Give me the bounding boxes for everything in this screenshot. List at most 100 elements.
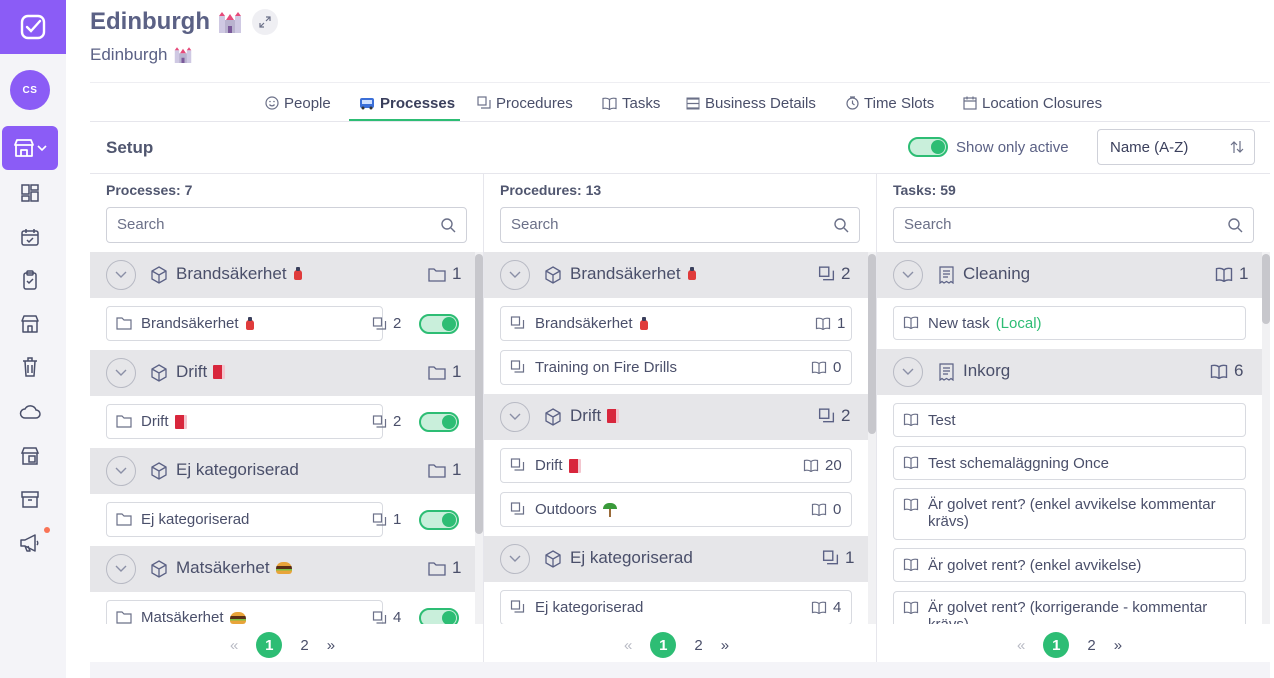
procedures-search-input[interactable]: Search bbox=[500, 207, 860, 243]
collapse-chevron-icon[interactable] bbox=[893, 260, 923, 290]
pager-next[interactable]: » bbox=[720, 636, 730, 654]
process-active-toggle[interactable] bbox=[419, 412, 459, 432]
procedure-item[interactable]: Ej kategoriserad 4 bbox=[500, 590, 852, 624]
process-group[interactable]: Ej kategoriserad 1 bbox=[90, 448, 475, 494]
process-active-toggle[interactable] bbox=[419, 314, 459, 334]
dashboard-icon[interactable] bbox=[18, 181, 42, 205]
book-icon bbox=[815, 317, 831, 330]
procedure-item[interactable]: Training on Fire Drills 0 bbox=[500, 350, 852, 385]
collapse-chevron-icon[interactable] bbox=[106, 456, 136, 486]
tab-tasks[interactable]: Tasks bbox=[602, 83, 660, 123]
tasks-pagination: « 1 2 » bbox=[1017, 628, 1122, 662]
process-group[interactable]: Brandsäkerhet 1 bbox=[90, 252, 475, 298]
task-item[interactable]: Test bbox=[893, 403, 1246, 437]
task-item[interactable]: Test schemaläggning Once bbox=[893, 446, 1246, 480]
pager-page-current[interactable]: 1 bbox=[256, 632, 283, 658]
process-item[interactable]: Ej kategoriserad 1 bbox=[106, 502, 401, 537]
pager-prev[interactable]: « bbox=[624, 636, 633, 654]
tab-procedures[interactable]: Procedures bbox=[477, 83, 573, 123]
cloud-icon[interactable] bbox=[18, 400, 42, 424]
book-icon bbox=[903, 316, 919, 329]
pager-next[interactable]: » bbox=[326, 636, 336, 654]
archive-icon[interactable] bbox=[18, 487, 42, 511]
expand-button[interactable] bbox=[251, 9, 278, 35]
tab-location-closures[interactable]: Location Closures bbox=[963, 83, 1102, 123]
group-name: Drift bbox=[570, 406, 602, 425]
tab-time-slots[interactable]: Time Slots bbox=[846, 83, 934, 123]
process-active-toggle[interactable] bbox=[419, 608, 459, 624]
collapse-chevron-icon[interactable] bbox=[106, 260, 136, 290]
process-item[interactable]: Drift 2 bbox=[106, 404, 401, 439]
group-count: 1 bbox=[452, 460, 462, 479]
task-item[interactable]: Är golvet rent? (enkel avvikelse komment… bbox=[893, 488, 1246, 540]
clock-icon bbox=[846, 96, 859, 110]
item-name: Ej kategoriserad bbox=[141, 511, 250, 528]
search-icon bbox=[1228, 218, 1243, 233]
collapse-chevron-icon[interactable] bbox=[500, 260, 530, 290]
folder-icon bbox=[116, 415, 132, 428]
task-item[interactable]: Är golvet rent? (korrigerande - kommenta… bbox=[893, 591, 1246, 624]
group-count: 1 bbox=[1239, 264, 1249, 283]
task-item[interactable]: New task (Local) bbox=[893, 306, 1246, 340]
chevron-down-icon bbox=[37, 145, 47, 152]
process-group[interactable]: Matsäkerhet 1 bbox=[90, 546, 475, 592]
pager-page[interactable]: 2 bbox=[694, 636, 703, 654]
procedure-group[interactable]: Ej kategoriserad 1 bbox=[484, 536, 868, 582]
book-icon bbox=[903, 498, 919, 511]
sort-select[interactable]: Name (A-Z) bbox=[1097, 129, 1255, 165]
tab-people[interactable]: People bbox=[265, 83, 331, 123]
pager-prev[interactable]: « bbox=[230, 636, 239, 654]
pager-page[interactable]: 2 bbox=[300, 636, 309, 654]
item-name: Är golvet rent? (enkel avvikelse) bbox=[928, 557, 1142, 574]
pager-page[interactable]: 2 bbox=[1087, 636, 1096, 654]
app-logo-checkbox-icon[interactable] bbox=[0, 0, 66, 54]
trash-icon[interactable] bbox=[18, 355, 42, 379]
show-only-active-toggle[interactable] bbox=[908, 137, 948, 157]
procedures-scrollbar[interactable] bbox=[868, 252, 876, 624]
tasks-scrollbar[interactable] bbox=[1262, 252, 1270, 624]
clipboard-icon[interactable] bbox=[18, 268, 42, 292]
task-group[interactable]: Inkorg 6 bbox=[877, 349, 1262, 395]
cube-icon bbox=[151, 560, 167, 578]
tab-business-details[interactable]: Business Details bbox=[686, 83, 816, 123]
procedure-group[interactable]: Drift 2 bbox=[484, 394, 868, 440]
procedure-group[interactable]: Brandsäkerhet 2 bbox=[484, 252, 868, 298]
megaphone-icon[interactable] bbox=[18, 531, 42, 555]
stack-icon bbox=[510, 458, 525, 471]
pager-next[interactable]: » bbox=[1113, 636, 1123, 654]
task-group[interactable]: Cleaning 1 bbox=[877, 252, 1262, 298]
processes-search-input[interactable]: Search bbox=[106, 207, 467, 243]
store-icon[interactable] bbox=[18, 312, 42, 336]
pager-page-current[interactable]: 1 bbox=[650, 632, 677, 658]
collapse-chevron-icon[interactable] bbox=[500, 402, 530, 432]
procedure-item[interactable]: Brandsäkerhet 1 bbox=[500, 306, 852, 341]
cube-icon bbox=[545, 266, 561, 284]
collapse-chevron-icon[interactable] bbox=[106, 358, 136, 388]
book-icon bbox=[1210, 364, 1228, 379]
calendar-check-icon[interactable] bbox=[18, 225, 42, 249]
pager-prev[interactable]: « bbox=[1017, 636, 1026, 654]
palm-tree-emoji-icon bbox=[602, 502, 617, 517]
process-group[interactable]: Drift 1 bbox=[90, 350, 475, 396]
notification-dot bbox=[44, 527, 50, 533]
collapse-chevron-icon[interactable] bbox=[893, 357, 923, 387]
group-count: 1 bbox=[452, 558, 462, 577]
collapse-chevron-icon[interactable] bbox=[500, 544, 530, 574]
tab-processes[interactable]: Processes bbox=[359, 83, 455, 123]
tasks-search-input[interactable]: Search bbox=[893, 207, 1254, 243]
procedure-item[interactable]: Outdoors 0 bbox=[500, 492, 852, 527]
processes-scrollbar[interactable] bbox=[475, 252, 483, 624]
collapse-chevron-icon[interactable] bbox=[106, 554, 136, 584]
group-count: 2 bbox=[841, 264, 851, 283]
process-item[interactable]: Matsäkerhet 4 bbox=[106, 600, 401, 624]
process-active-toggle[interactable] bbox=[419, 510, 459, 530]
pager-page-current[interactable]: 1 bbox=[1043, 632, 1070, 658]
task-item[interactable]: Är golvet rent? (enkel avvikelse) bbox=[893, 548, 1246, 582]
procedures-column: Procedures: 13 Search Brandsäkerhet 2 Br… bbox=[484, 174, 876, 678]
store-switcher-button[interactable] bbox=[2, 126, 58, 170]
store-settings-icon[interactable] bbox=[18, 444, 42, 468]
process-item[interactable]: Brandsäkerhet 2 bbox=[106, 306, 401, 341]
procedure-item[interactable]: Drift 20 bbox=[500, 448, 852, 483]
item-name: Outdoors bbox=[535, 501, 597, 518]
user-avatar[interactable]: CS bbox=[10, 70, 50, 110]
